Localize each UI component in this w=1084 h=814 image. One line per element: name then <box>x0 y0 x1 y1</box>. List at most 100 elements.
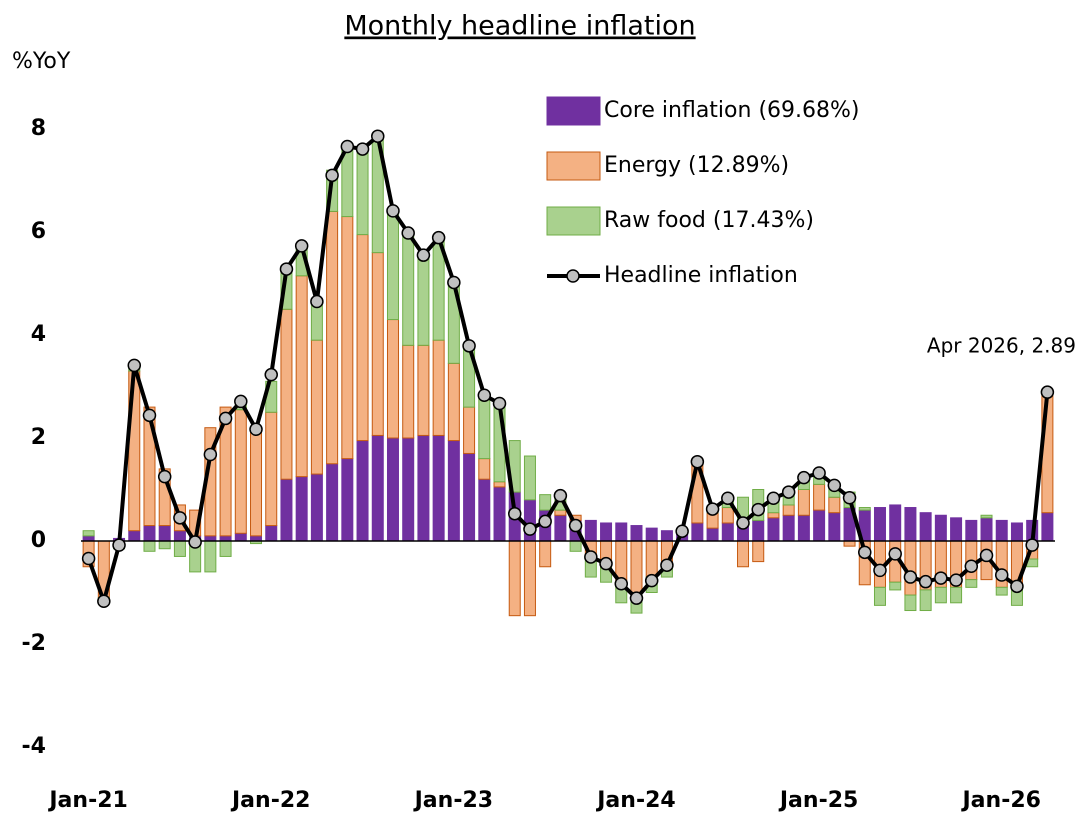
bar-segment <box>82 530 95 537</box>
bar-segment <box>386 210 399 321</box>
y-tick-label: -4 <box>22 734 46 759</box>
headline-marker <box>842 490 857 505</box>
x-tick-label: Jan-22 <box>230 788 310 813</box>
headline-marker <box>614 576 629 591</box>
bar-segment <box>478 458 491 480</box>
headline-marker <box>447 275 461 290</box>
bar-segment <box>1010 522 1023 542</box>
bar-segment <box>447 440 460 542</box>
x-tick-label: Jan-23 <box>413 788 493 813</box>
bar-segment <box>645 527 658 542</box>
bar-segment <box>950 586 963 604</box>
y-tick-label: 4 <box>31 322 46 347</box>
bar-segment <box>980 517 993 542</box>
bar-segment <box>782 504 795 516</box>
bar-segment <box>143 540 156 552</box>
headline-marker <box>279 262 294 276</box>
bar-segment <box>828 512 841 542</box>
bar-segment <box>417 344 430 436</box>
bar-segment <box>356 440 369 542</box>
headline-marker <box>310 294 324 309</box>
bar-segment <box>919 512 932 542</box>
bar-segment <box>630 525 643 542</box>
bar-segment <box>995 586 1008 596</box>
headline-marker <box>705 502 720 516</box>
bar-segment <box>417 434 430 542</box>
headline-marker <box>401 226 415 240</box>
bar-segment <box>234 532 247 542</box>
headline-marker <box>97 594 111 609</box>
bar-segment <box>1041 512 1054 542</box>
bar-segment <box>447 362 460 442</box>
bar-segment <box>737 540 750 568</box>
bar-segment <box>295 275 308 478</box>
bar-segment <box>919 589 932 612</box>
bar-segment <box>508 540 521 617</box>
bar-segment <box>250 427 263 537</box>
headline-marker <box>660 558 674 572</box>
bar-segment <box>478 396 491 460</box>
headline-marker <box>781 485 796 499</box>
bar-segment <box>691 522 704 542</box>
bar-segment <box>828 496 841 514</box>
bar-segment <box>813 483 826 511</box>
headline-marker <box>766 491 781 506</box>
headline-marker <box>903 570 918 584</box>
bar-segment <box>539 540 552 568</box>
bar-segment <box>721 507 734 524</box>
legend-label: Raw food (17.43%) <box>604 208 814 233</box>
headline-marker <box>964 559 979 573</box>
headline-marker <box>1025 538 1039 552</box>
headline-marker <box>416 248 431 262</box>
headline-marker <box>629 591 644 605</box>
bar-segment <box>478 478 491 542</box>
bar-segment <box>310 303 323 341</box>
bar-segment <box>417 254 430 346</box>
bar-segment <box>645 540 658 578</box>
bar-segment <box>402 344 415 439</box>
headline-marker <box>188 535 202 549</box>
headline-marker <box>340 139 355 154</box>
bar-segment <box>660 530 673 542</box>
headline-marker <box>386 204 400 218</box>
headline-marker <box>477 388 492 403</box>
headline-marker <box>858 545 872 560</box>
y-tick-label: 8 <box>31 116 46 141</box>
headline-marker <box>751 502 765 517</box>
bar-segment <box>554 509 567 516</box>
bar-segment <box>386 437 399 542</box>
bar-segment <box>523 540 536 617</box>
bar-segment <box>539 494 552 511</box>
headline-marker <box>203 447 218 462</box>
bar-segment <box>797 514 810 542</box>
bar-segment <box>402 231 415 346</box>
bar-segment <box>706 527 719 542</box>
headline-marker <box>218 411 233 426</box>
y-axis-label: %YoY <box>12 49 71 74</box>
legend-label: Energy (12.89%) <box>604 153 789 178</box>
bar-segment <box>767 512 780 519</box>
legend-swatch <box>546 96 601 126</box>
headline-marker <box>1040 385 1055 399</box>
bar-segment <box>265 525 278 542</box>
bar-segment <box>173 530 186 542</box>
bar-segment <box>432 434 445 542</box>
bar-segment <box>889 504 902 542</box>
bar-segment <box>782 514 795 542</box>
bar-segment <box>356 234 369 442</box>
bar-segment <box>204 535 217 542</box>
bar-segment <box>463 406 476 454</box>
bar-segment <box>569 540 582 552</box>
bar-segment <box>843 540 856 547</box>
bar-segment <box>386 319 399 439</box>
bar-segment <box>873 586 886 606</box>
headline-marker <box>249 422 263 436</box>
headline-marker <box>234 394 248 409</box>
headline-marker <box>553 488 568 503</box>
headline-marker <box>918 574 933 589</box>
bar-segment <box>371 252 384 436</box>
headline-marker <box>584 550 598 564</box>
x-tick-label: Jan-24 <box>595 788 675 813</box>
bar-segment <box>356 149 369 236</box>
bar-segment <box>280 308 293 480</box>
